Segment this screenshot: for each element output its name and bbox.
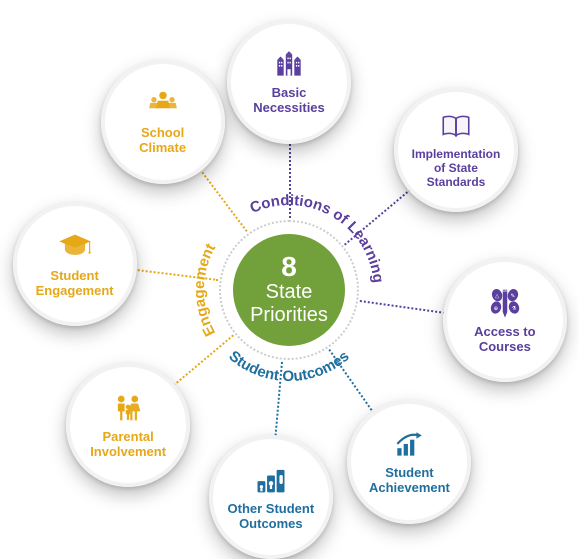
node-basic-necessities: BasicNecessities: [227, 20, 351, 144]
bar-icons-icon: [253, 462, 289, 498]
node-state-standards: Implementationof StateStandards: [394, 88, 518, 212]
node-access-courses: △✎⊕⚗Access toCourses: [443, 258, 567, 382]
node-label-student-achievement: StudentAchievement: [363, 466, 456, 496]
pencil-subjects-icon: △✎⊕⚗: [487, 285, 523, 321]
hub-line2: Priorities: [250, 304, 328, 327]
svg-text:✎: ✎: [510, 293, 515, 300]
node-student-engagement: StudentEngagement: [13, 202, 137, 326]
node-parental-involvement: ParentalInvolvement: [66, 363, 190, 487]
node-other-outcomes: Other StudentOutcomes: [209, 435, 333, 559]
node-label-other-outcomes: Other StudentOutcomes: [222, 502, 321, 532]
connector-access-courses: [360, 300, 445, 314]
node-label-basic-necessities: BasicNecessities: [247, 86, 331, 116]
svg-text:⊕: ⊕: [494, 306, 499, 312]
connector-basic-necessities: [289, 140, 291, 218]
node-label-student-engagement: StudentEngagement: [30, 269, 120, 299]
connector-parental-involvement: [173, 335, 234, 387]
connector-student-engagement: [134, 269, 218, 281]
category-label-engagement: Engagement: [191, 241, 219, 339]
book-icon: [439, 110, 473, 144]
growth-chart-icon: [392, 428, 426, 462]
grad-cap-icon: [57, 229, 93, 265]
node-label-school-climate: SchoolClimate: [133, 126, 192, 156]
building-icon: [272, 48, 306, 82]
connector-other-outcomes: [274, 362, 283, 440]
people-group-icon: [146, 88, 180, 122]
node-label-state-standards: Implementationof StateStandards: [406, 148, 507, 189]
connector-school-climate: [199, 169, 248, 232]
connector-state-standards: [344, 188, 411, 245]
node-label-parental-involvement: ParentalInvolvement: [84, 430, 172, 460]
state-priorities-diagram: Conditions of LearningStudent OutcomesEn…: [0, 0, 579, 554]
svg-text:△: △: [495, 294, 500, 300]
node-student-achievement: StudentAchievement: [347, 400, 471, 524]
node-label-access-courses: Access toCourses: [468, 325, 541, 355]
family-icon: [110, 390, 146, 426]
connector-student-achievement: [329, 349, 375, 414]
hub-line1: State: [266, 281, 313, 304]
node-school-climate: SchoolClimate: [101, 60, 225, 184]
hub-number: 8: [281, 253, 297, 281]
hub-core: 8StatePriorities: [233, 234, 345, 346]
